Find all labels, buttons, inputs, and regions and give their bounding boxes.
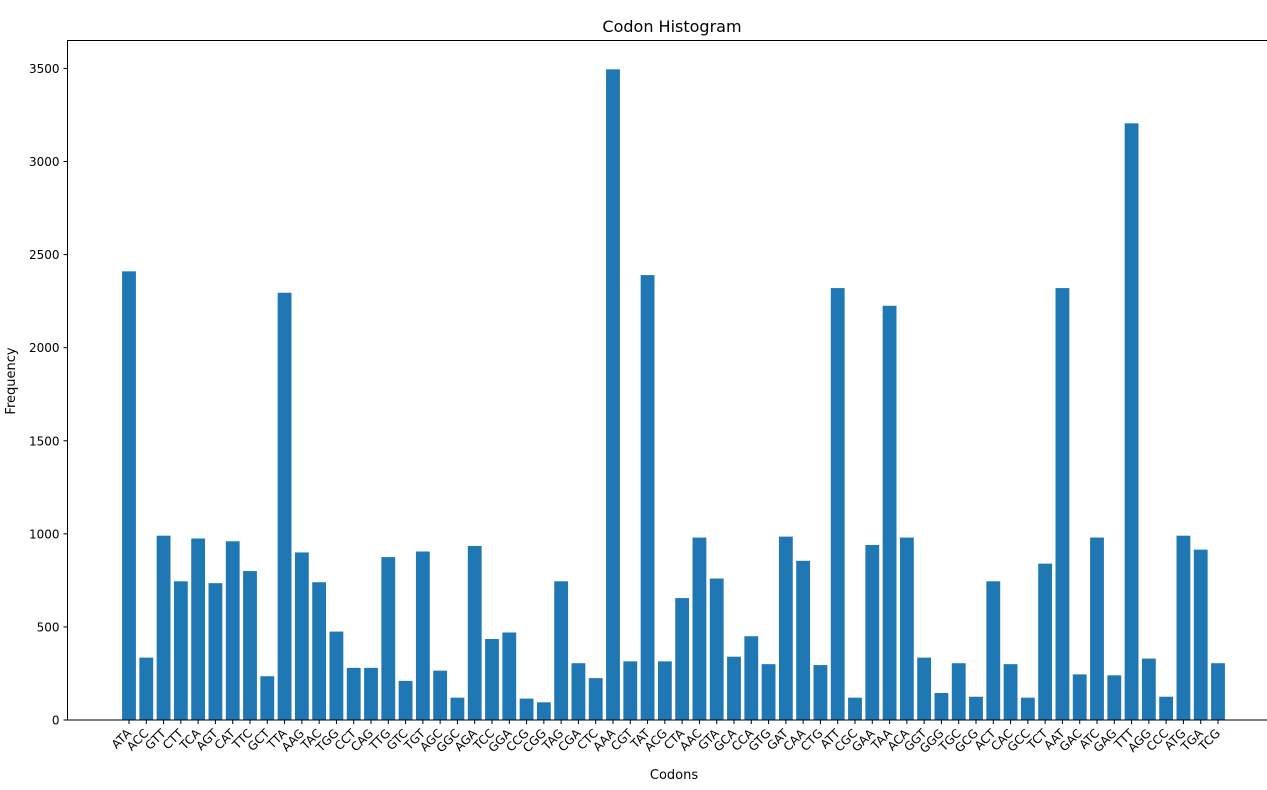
bar-cga [571,663,586,720]
y-tick-label: 2000 [29,341,60,355]
bar-gtt [156,535,171,720]
bar-tag [554,581,569,720]
bar-tgg [329,631,344,720]
bar-caa [796,560,811,720]
bar-ggg [934,693,949,720]
bar-taa [882,305,897,720]
bar-cag [364,667,378,720]
bar-cat [225,541,240,720]
bar-tta [277,292,292,720]
bars-group [122,69,1225,721]
y-tick-label: 3500 [29,62,60,76]
bar-gag [1107,675,1122,720]
bar-acc [139,657,154,720]
x-axis-label: Codons [650,768,698,783]
bar-aat [1055,288,1070,720]
bar-gct [260,676,275,720]
y-axis-ticks: 0 500 1000 1500 2000 2500 3000 3500 [29,62,68,728]
bar-ccg [519,698,534,720]
plot-frame [67,40,1267,721]
bar-cgt [623,661,638,720]
y-tick-label: 0 [52,714,60,728]
bar-gaa [865,545,880,720]
bar-aac [692,537,707,720]
bar-aag [294,552,309,720]
bar-cta [675,598,690,720]
bar-gtg [761,664,776,720]
bar-tga [1193,549,1208,720]
bar-cca [744,636,759,720]
y-tick-label: 3000 [29,155,60,169]
bar-cct [346,667,361,720]
bar-aca [899,537,914,720]
bar-ctg [813,665,828,720]
bar-tgt [415,551,430,720]
bar-tat [640,275,655,720]
bar-tct [1038,563,1053,720]
bar-acg [657,661,672,720]
bar-gac [1072,674,1087,720]
bar-ttg [381,557,396,720]
bar-tgc [951,663,966,720]
bar-gtc [398,680,413,720]
bar-ctt [173,581,188,720]
bar-ccc [1159,696,1174,720]
bar-cgc [848,697,862,720]
bar-tcc [485,639,499,720]
y-tick-label: 1000 [29,527,60,541]
bar-ttt [1124,123,1139,721]
bar-gga [502,632,517,720]
bar-atg [1176,535,1191,720]
y-tick-label: 2500 [29,248,60,262]
bar-gta [709,578,724,720]
bar-tca [191,538,206,720]
bar-ggc [450,697,465,720]
y-axis-label: Frequency [4,347,19,414]
bar-ata [122,271,136,720]
bar-agc [433,670,448,720]
bar-cac [1003,664,1018,720]
bar-aaa [606,69,620,721]
bar-gcc [1020,697,1035,720]
bar-ttc [243,571,257,720]
bar-aga [467,545,482,720]
bar-ctc [588,678,603,720]
bar-att [830,288,845,720]
bar-agg [1141,658,1156,720]
chart-title: Codon Histogram [602,17,741,36]
bar-gat [778,536,793,720]
bar-tcg [1211,663,1225,720]
bar-cgg [536,702,551,720]
bar-tac [312,582,327,720]
bar-atc [1090,537,1104,720]
bar-agt [208,583,223,720]
y-tick-label: 500 [37,620,60,634]
bar-gcg [969,696,983,720]
bar-act [986,581,1001,720]
y-tick-label: 1500 [29,434,60,448]
bar-ggt [917,657,932,720]
bar-gca [727,656,741,720]
